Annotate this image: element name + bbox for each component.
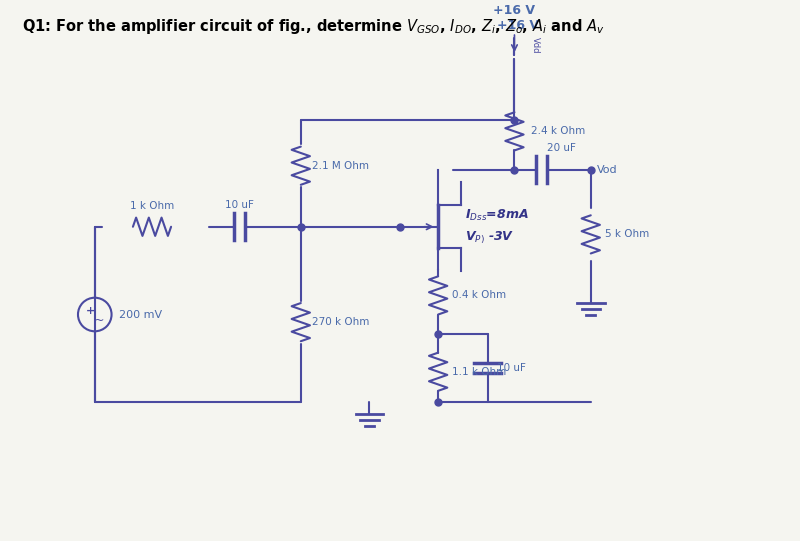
Text: 2.4 k Ohm: 2.4 k Ohm xyxy=(531,127,586,136)
Text: 2.1 M Ohm: 2.1 M Ohm xyxy=(312,161,370,171)
Text: Vdd: Vdd xyxy=(531,37,540,54)
Text: I$_{Dss}$=8mA: I$_{Dss}$=8mA xyxy=(465,208,529,223)
Text: ~: ~ xyxy=(94,314,104,327)
Text: 1 k Ohm: 1 k Ohm xyxy=(130,201,174,212)
Text: 20 uF: 20 uF xyxy=(547,143,576,153)
Text: 10 uF: 10 uF xyxy=(226,200,254,210)
Text: 1.1 k Ohm: 1.1 k Ohm xyxy=(452,367,506,377)
Text: 270 k Ohm: 270 k Ohm xyxy=(312,317,370,327)
Text: 5 k Ohm: 5 k Ohm xyxy=(605,229,649,239)
Text: 200 mV: 200 mV xyxy=(119,309,162,320)
Text: +: + xyxy=(86,306,95,316)
Text: Q1: For the amplifier circuit of fig., determine $V_{GSO}$, $I_{DO}$, $Z_i$, $Z_: Q1: For the amplifier circuit of fig., d… xyxy=(22,17,606,36)
Text: +16 V: +16 V xyxy=(498,19,539,32)
Text: 10 uF: 10 uF xyxy=(497,363,526,373)
Text: +16 V: +16 V xyxy=(494,4,535,17)
Text: 0.4 k Ohm: 0.4 k Ohm xyxy=(452,291,506,300)
Text: Vod: Vod xyxy=(597,164,618,175)
Text: V$_{P)}$ -3V: V$_{P)}$ -3V xyxy=(465,230,514,246)
